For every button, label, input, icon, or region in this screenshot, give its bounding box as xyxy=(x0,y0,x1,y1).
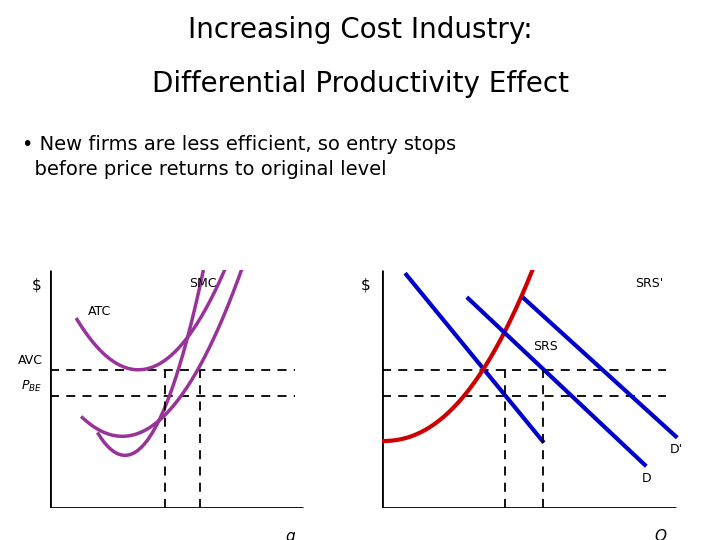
Text: $: $ xyxy=(32,277,42,292)
Text: Q: Q xyxy=(654,529,666,540)
Text: $: $ xyxy=(361,277,371,292)
Text: D: D xyxy=(642,472,652,485)
Text: $P_{BE}$: $P_{BE}$ xyxy=(22,379,42,394)
Text: Increasing Cost Industry:: Increasing Cost Industry: xyxy=(188,16,532,44)
Text: q: q xyxy=(285,529,295,540)
Text: AVC: AVC xyxy=(17,354,42,367)
Text: Differential Productivity Effect: Differential Productivity Effect xyxy=(151,70,569,98)
Text: D': D' xyxy=(670,443,683,456)
Text: • New firms are less efficient, so entry stops
  before price returns to origina: • New firms are less efficient, so entry… xyxy=(22,135,456,179)
Text: SRS: SRS xyxy=(534,340,558,353)
Text: SRS': SRS' xyxy=(636,277,664,290)
Text: SMC: SMC xyxy=(189,277,217,290)
Text: ATC: ATC xyxy=(88,305,111,318)
